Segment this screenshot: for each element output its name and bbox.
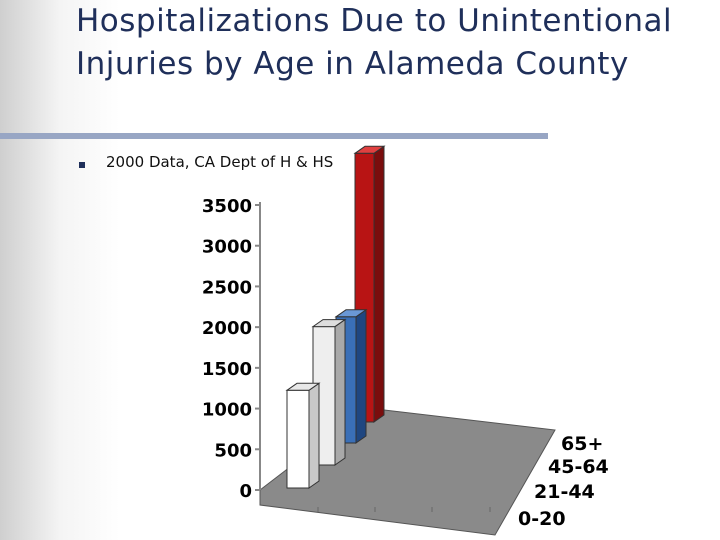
bar-side-face — [334, 318, 346, 466]
bar-0-20 — [285, 382, 321, 489]
category-label: 65+ — [561, 433, 603, 455]
axis-group: 0 500 1000 1500 2000 2500 3000 3500 — [202, 196, 491, 512]
bullet-source-text: 2000 Data, CA Dept of H & HS — [106, 153, 334, 171]
bar-top-face — [353, 145, 386, 154]
bar-side-face — [308, 382, 320, 489]
y-tick-label: 1000 — [202, 400, 252, 421]
bar-top-face — [334, 309, 368, 318]
bullet-marker-icon — [79, 162, 85, 168]
category-label: 21-44 — [534, 481, 595, 503]
y-tick-label: 500 — [214, 440, 252, 461]
y-tick-label: 2500 — [202, 277, 252, 298]
y-tick-label: 2000 — [202, 318, 252, 339]
bar-side-face — [355, 308, 367, 444]
title-divider — [0, 133, 548, 139]
y-tick-label: 3500 — [202, 196, 252, 217]
y-tick-label: 0 — [239, 481, 252, 502]
y-tick-label: 3000 — [202, 237, 252, 258]
category-label: 45-64 — [548, 456, 609, 478]
bar-top-face — [311, 319, 347, 328]
bar-side-face — [373, 145, 385, 423]
y-tick-label: 1500 — [202, 359, 252, 380]
category-label: 0-20 — [518, 508, 566, 530]
bar-top-face — [285, 382, 321, 391]
bar-front-face — [286, 389, 310, 489]
slide-title: Hospitalizations Due to Unintentional In… — [76, 3, 673, 82]
bars-group — [285, 145, 386, 489]
